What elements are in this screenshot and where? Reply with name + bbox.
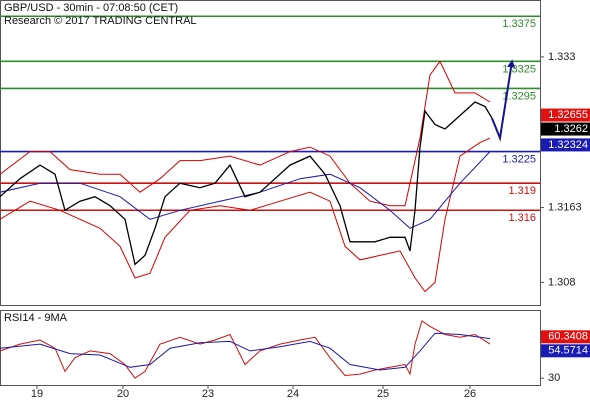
x-tick-label: 19 <box>31 388 43 400</box>
x-tick-label: 20 <box>117 388 129 400</box>
series-line <box>0 101 493 266</box>
price-tag <box>541 344 590 358</box>
series-line <box>0 332 491 371</box>
level-label: 1.3375 <box>502 18 536 30</box>
series-line <box>0 151 491 229</box>
price-tag-label: 60.3408 <box>548 331 588 343</box>
price-tag <box>541 122 590 136</box>
chart-title: RSI14 - 9MA <box>4 312 68 324</box>
series-line <box>0 60 491 207</box>
series-line <box>491 59 516 142</box>
x-tick-label: 26 <box>464 388 476 400</box>
price-tag-label: 1.32655 <box>548 109 588 121</box>
price-tag-label: 1.32324 <box>548 139 588 151</box>
level-label: 1.3325 <box>502 63 536 75</box>
series-line <box>0 137 491 293</box>
panel-frame <box>0 310 541 386</box>
y-tick-label: 1.333 <box>548 51 576 63</box>
level-label: 1.319 <box>508 185 536 197</box>
price-tag-label: 1.3262 <box>554 123 588 135</box>
x-tick-label: 24 <box>287 388 299 400</box>
level-label: 1.3225 <box>502 154 536 166</box>
price-tag <box>541 108 590 122</box>
y-tick-label: 1.3163 <box>548 201 582 213</box>
series-line <box>0 320 491 379</box>
x-tick-label: 25 <box>377 388 389 400</box>
level-label: 1.316 <box>508 212 536 224</box>
chart-title: GBP/USD - 30min - 07:08:50 (CET) <box>4 2 178 14</box>
x-tick-label: 23 <box>202 388 214 400</box>
panel-frame <box>0 0 541 306</box>
level-label: 1.3295 <box>502 90 536 102</box>
price-tag <box>541 138 590 152</box>
price-tag-label: 54.5714 <box>548 345 588 357</box>
y-tick-label: 30 <box>548 372 560 384</box>
chart-subtitle: Research © 2017 TRADING CENTRAL <box>4 15 197 27</box>
y-tick-label: 1.308 <box>548 276 576 288</box>
price-tag <box>541 330 590 344</box>
